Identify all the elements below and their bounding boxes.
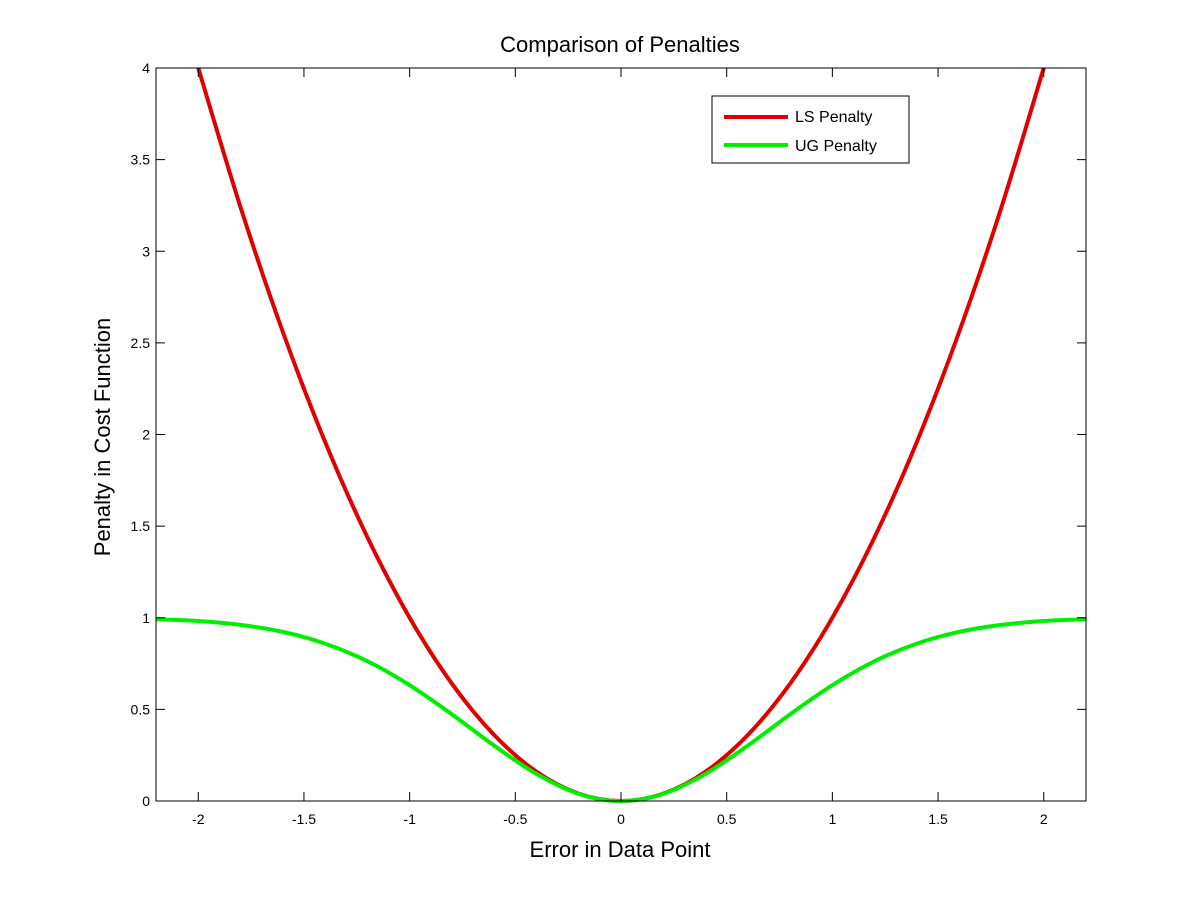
y-tick-label: 2.5 <box>131 335 151 351</box>
x-tick-label: 2 <box>1040 811 1048 827</box>
x-tick-label: -2 <box>192 811 205 827</box>
x-axis-label: Error in Data Point <box>530 837 711 862</box>
y-tick-label: 1 <box>142 610 150 626</box>
y-tick-label: 3.5 <box>131 152 151 168</box>
chart-title: Comparison of Penalties <box>500 32 740 57</box>
legend: LS Penalty UG Penalty <box>711 95 910 164</box>
ticks-layer: -2 -1.5 -1 -0.5 0 0.5 1 1.5 2 0 0.5 1 1.5 2 2.5 3 3.5 4 <box>131 60 1086 827</box>
x-tick-label: -1 <box>403 811 416 827</box>
y-tick-label: 4 <box>142 60 150 76</box>
x-tick-label: -1.5 <box>292 811 316 827</box>
x-tick-label: 0.5 <box>717 811 737 827</box>
x-tick-label: 1 <box>828 811 836 827</box>
y-tick-label: 3 <box>142 243 150 259</box>
y-tick-label: 1.5 <box>131 518 151 534</box>
plot-area <box>156 68 1086 801</box>
y-tick-label: 0.5 <box>131 701 151 717</box>
y-tick-label: 2 <box>142 427 150 443</box>
x-tick-label: -0.5 <box>503 811 527 827</box>
y-tick-label: 0 <box>142 793 150 809</box>
x-tick-label: 1.5 <box>928 811 948 827</box>
legend-box <box>711 95 910 164</box>
legend-ls-label: LS Penalty <box>795 109 872 126</box>
x-tick-label: 0 <box>617 811 625 827</box>
legend-ug-label: UG Penalty <box>795 138 877 155</box>
y-axis-label: Penalty in Cost Function <box>90 318 115 556</box>
